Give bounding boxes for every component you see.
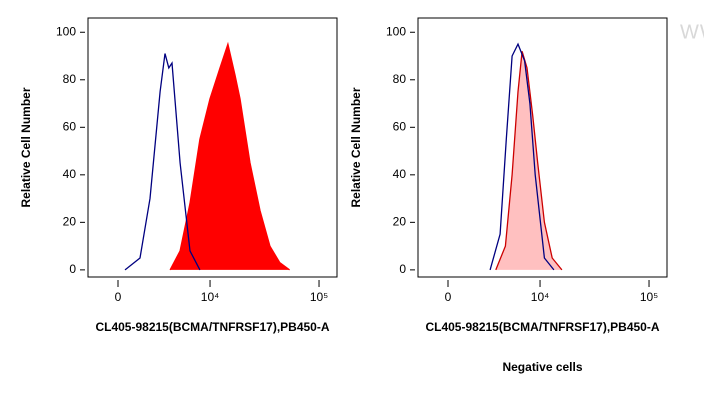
x-tick-label: 10⁴ xyxy=(531,290,550,304)
x-tick-label: 10⁵ xyxy=(310,290,328,304)
x-tick-label: 0 xyxy=(115,290,122,304)
y-tick-label: 0 xyxy=(399,262,406,276)
histogram-fill xyxy=(170,44,290,270)
y-tick-label: 20 xyxy=(63,215,77,229)
x-tick-label: 0 xyxy=(445,290,452,304)
y-tick-label: 80 xyxy=(393,72,407,86)
y-tick-label: 40 xyxy=(63,167,77,181)
x-tick-label: 10⁵ xyxy=(640,290,658,304)
y-tick-label: 20 xyxy=(393,215,407,229)
y-tick-label: 60 xyxy=(393,119,407,133)
histogram-line xyxy=(124,53,201,271)
y-tick-label: 40 xyxy=(393,167,407,181)
y-tick-label: 100 xyxy=(56,24,76,38)
histogram-fill xyxy=(495,51,562,270)
y-tick-label: 80 xyxy=(63,72,77,86)
x-axis-label: CL405-98215(BCMA/TNFRSF17),PB450-A xyxy=(425,320,659,334)
y-tick-label: 100 xyxy=(386,24,406,38)
plot-frame xyxy=(417,17,668,278)
histogram-line xyxy=(489,42,555,271)
plot-frame xyxy=(87,17,338,278)
y-axis-label: Relative Cell Number xyxy=(19,87,33,207)
caption: Negative cells xyxy=(502,360,582,374)
x-tick-label: 10⁴ xyxy=(201,290,220,304)
histogram-line xyxy=(169,41,290,271)
x-axis-label: CL405-98215(BCMA/TNFRSF17),PB450-A xyxy=(95,320,329,334)
y-axis-label: Relative Cell Number xyxy=(349,87,363,207)
histogram-line xyxy=(495,51,563,271)
watermark: WWW.PTGLAB.COM xyxy=(680,21,704,43)
y-tick-label: 0 xyxy=(69,262,76,276)
y-tick-label: 60 xyxy=(63,119,77,133)
